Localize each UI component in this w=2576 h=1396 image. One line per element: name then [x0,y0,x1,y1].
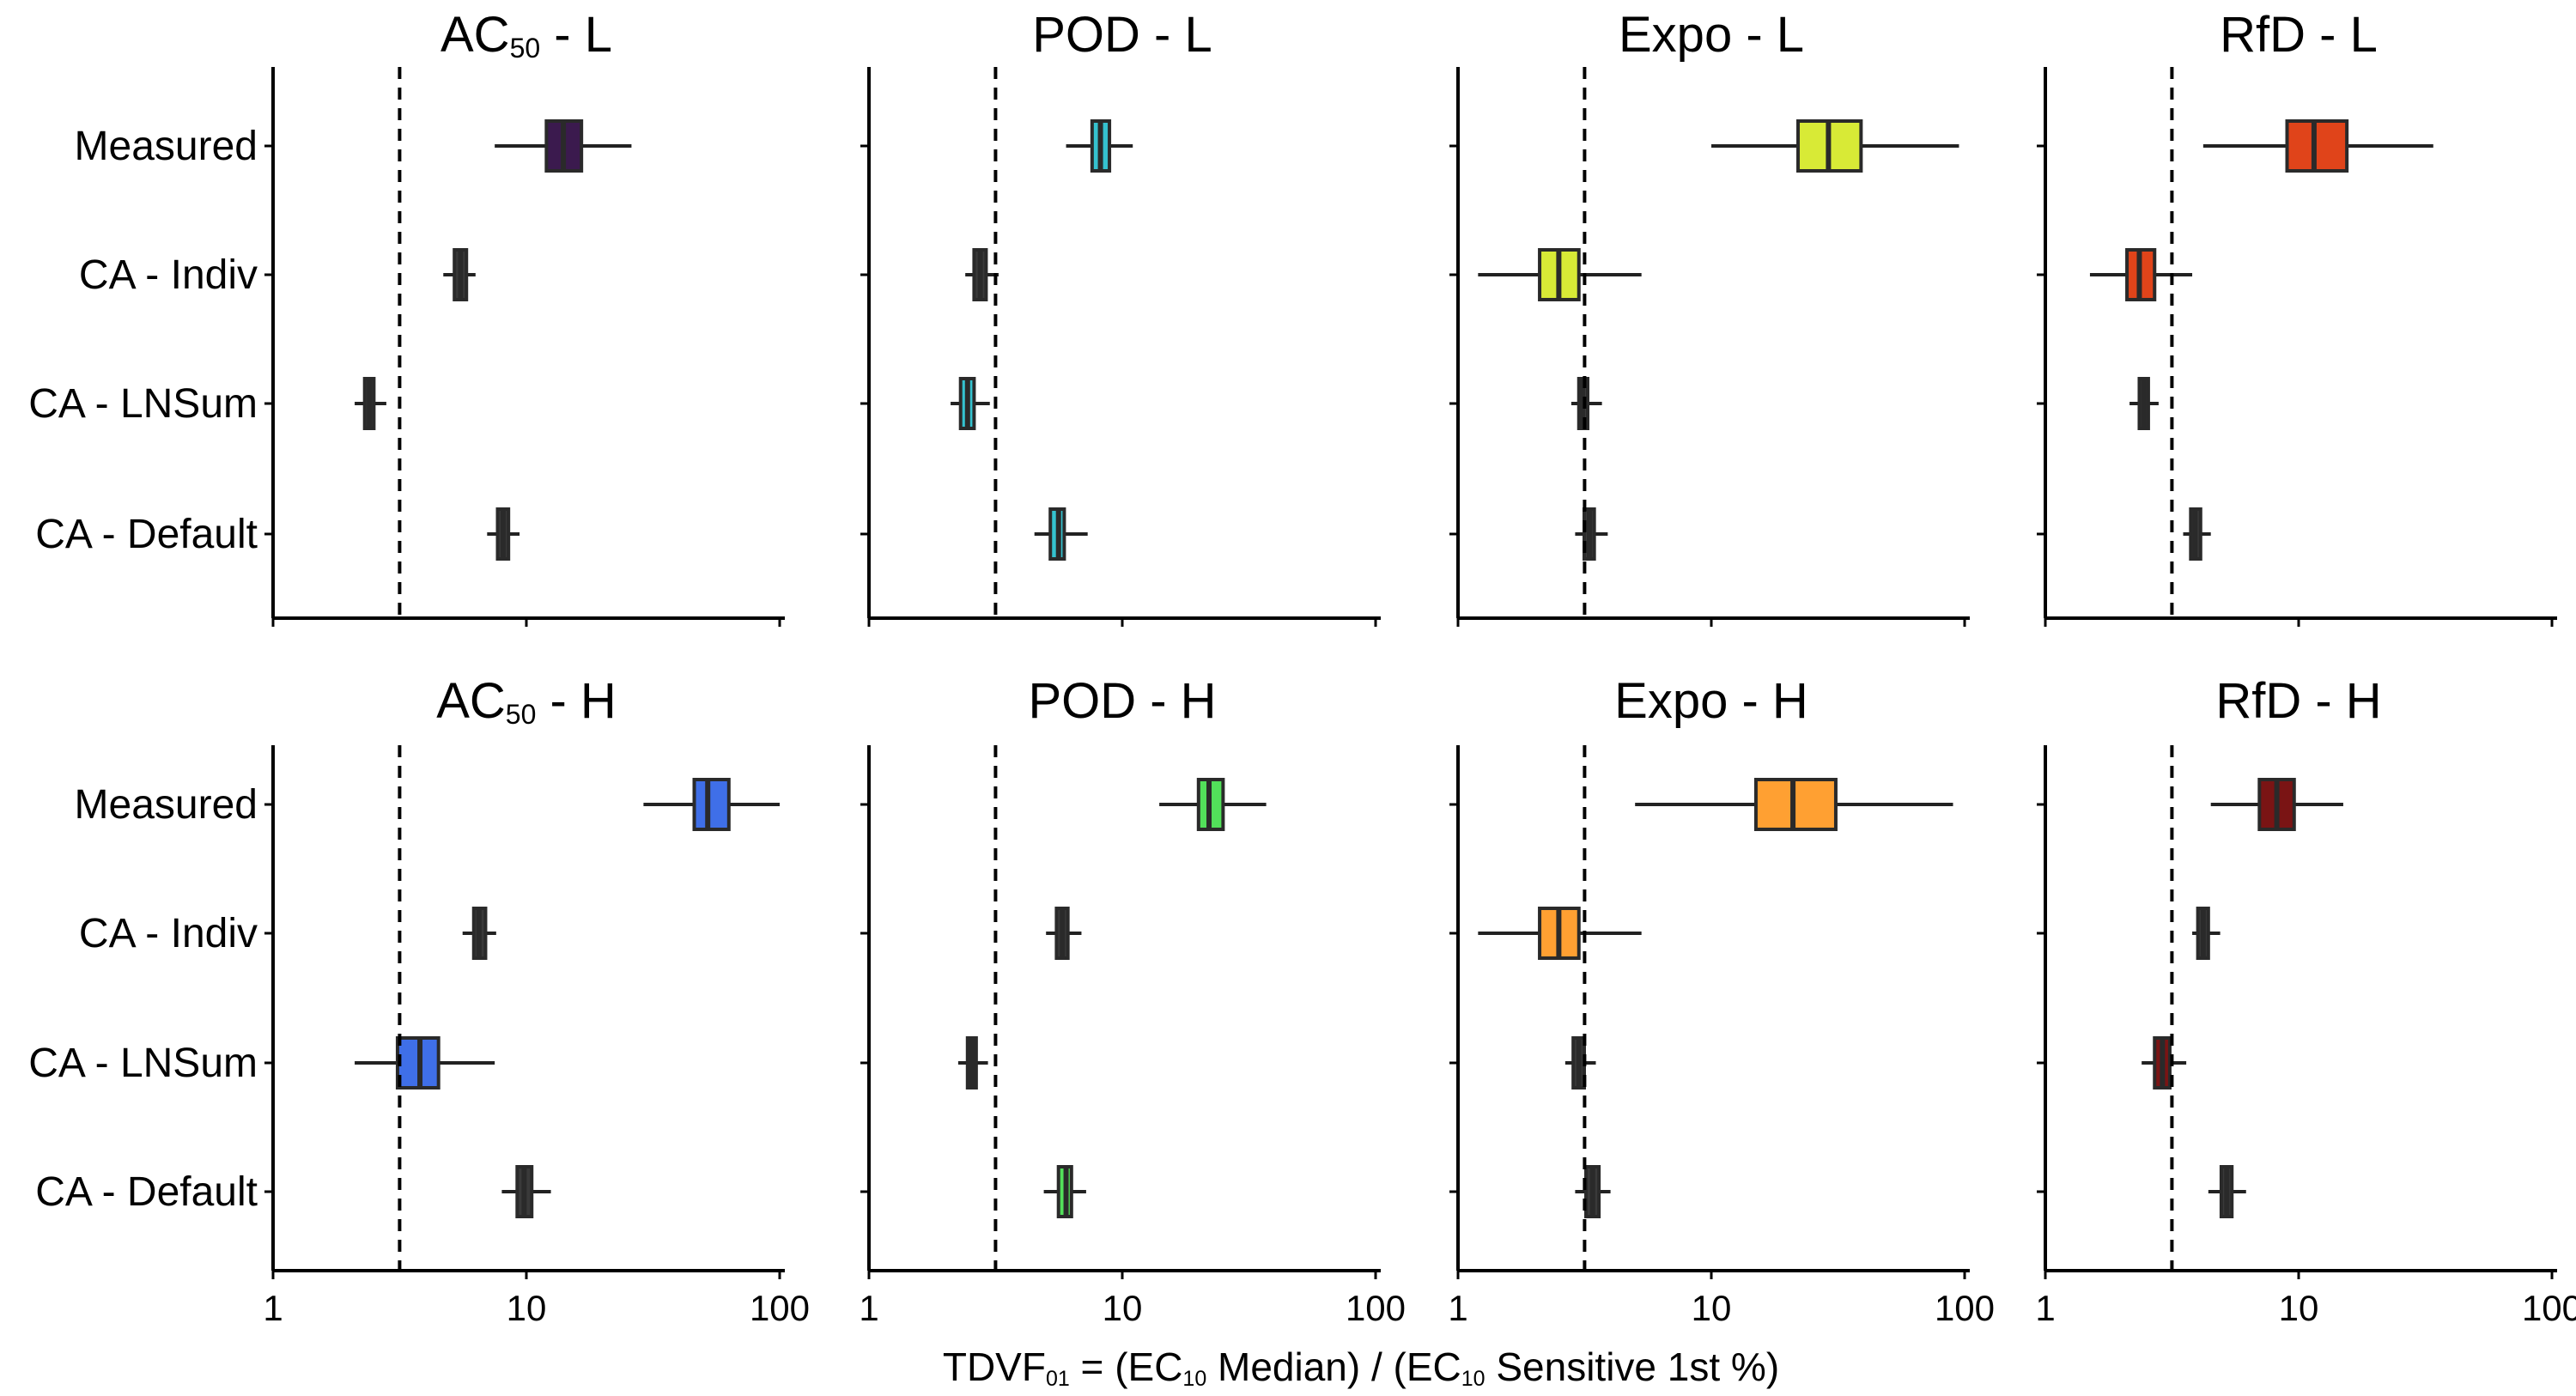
panel-1: AC50 - L Measured CA - Indiv CA - LNSum CA -… [28,7,785,627]
panel-6: POD - H 1 10 100 [859,673,1406,1328]
panel-title: Expo - L [1619,7,1804,63]
box-ca-lnsum [1564,1036,1596,1089]
box-ca-lnsum [2142,1036,2187,1089]
x-tick-label: 10 [2279,1288,2319,1328]
box-ca-indiv [1046,907,1082,960]
panel-title: AC50 - H [436,673,617,730]
box-ca-indiv [2192,907,2221,960]
box-ca-default [1043,1165,1086,1218]
x-tick-label: 10 [507,1288,547,1328]
x-tick-label: 100 [1346,1288,1406,1328]
x-tick-label: 10 [1103,1288,1143,1328]
box-ca-lnsum [1571,377,1602,430]
box-measured [1159,778,1267,831]
x-tick-label: 100 [750,1288,810,1328]
box-measured [1066,119,1133,173]
box-ca-lnsum [355,1036,495,1089]
x-tick-label: 1 [263,1288,283,1328]
x-tick-label: 100 [1935,1288,1995,1328]
x-tick-label: 1 [1448,1288,1467,1328]
box-iqr [1753,778,1838,831]
panel-3: Expo - L [1449,7,1970,627]
box-ca-default [1575,507,1608,561]
box-ca-indiv [443,248,476,301]
box-ca-default [2183,507,2211,561]
panel-title: RfD - L [2220,7,2378,63]
box-measured [643,778,780,831]
panel-7: Expo - H 1 10 100 [1448,673,1995,1328]
panel-title: Expo - H [1614,673,1808,729]
box-iqr [692,778,731,831]
box-ca-default [1575,1165,1611,1218]
box-ca-indiv [965,248,999,301]
category-label: Measured [75,124,258,169]
box-measured [1635,778,1953,831]
panel-4: RfD - L [2037,7,2557,627]
box-ca-default [1034,507,1088,561]
box-ca-lnsum [951,377,990,430]
panel-5: AC50 - H 1 10 100 Measured CA - Indiv CA - LNS… [28,673,810,1328]
category-label: CA - LNSum [28,381,258,427]
x-tick-label: 10 [1692,1288,1732,1328]
box-ca-lnsum [2129,377,2159,430]
box-ca-lnsum [355,377,386,430]
panel-8: RfD - H 1 10 100 [2035,673,2576,1328]
category-label: CA - Indiv [79,252,258,298]
box-ca-default [2208,1165,2246,1218]
box-ca-lnsum [957,1036,988,1089]
panel-title: POD - H [1028,673,1216,729]
category-label: CA - Default [35,512,258,557]
box-ca-default [501,1165,551,1218]
category-label: CA - Default [35,1169,258,1215]
x-axis-title: TDVF01 = (EC10 Median) / (EC10 Sensitive… [943,1344,1779,1391]
category-label: CA - Indiv [79,911,258,956]
x-tick-label: 100 [2522,1288,2576,1328]
box-measured [2202,119,2433,173]
panels-layer: AC50 - L Measured CA - Indiv CA - LNSum CA -… [28,7,2576,1328]
box-ca-default [487,507,520,561]
panel-2: POD - L [860,7,1381,627]
box-ca-indiv [1478,248,1642,301]
category-label: Measured [75,782,258,828]
box-ca-indiv [2089,248,2193,301]
panel-title: RfD - H [2215,673,2381,729]
box-ca-indiv [462,907,496,960]
panel-title: POD - L [1032,7,1212,63]
box-ca-indiv [1478,907,1642,960]
x-tick-label: 1 [859,1288,878,1328]
x-tick-label: 1 [2035,1288,2055,1328]
panel-title: AC50 - L [440,7,612,64]
box-measured [1711,119,1959,173]
box-measured [2210,778,2343,831]
category-label: CA - LNSum [28,1041,258,1086]
box-measured [495,119,632,173]
box-iqr [2285,119,2349,173]
